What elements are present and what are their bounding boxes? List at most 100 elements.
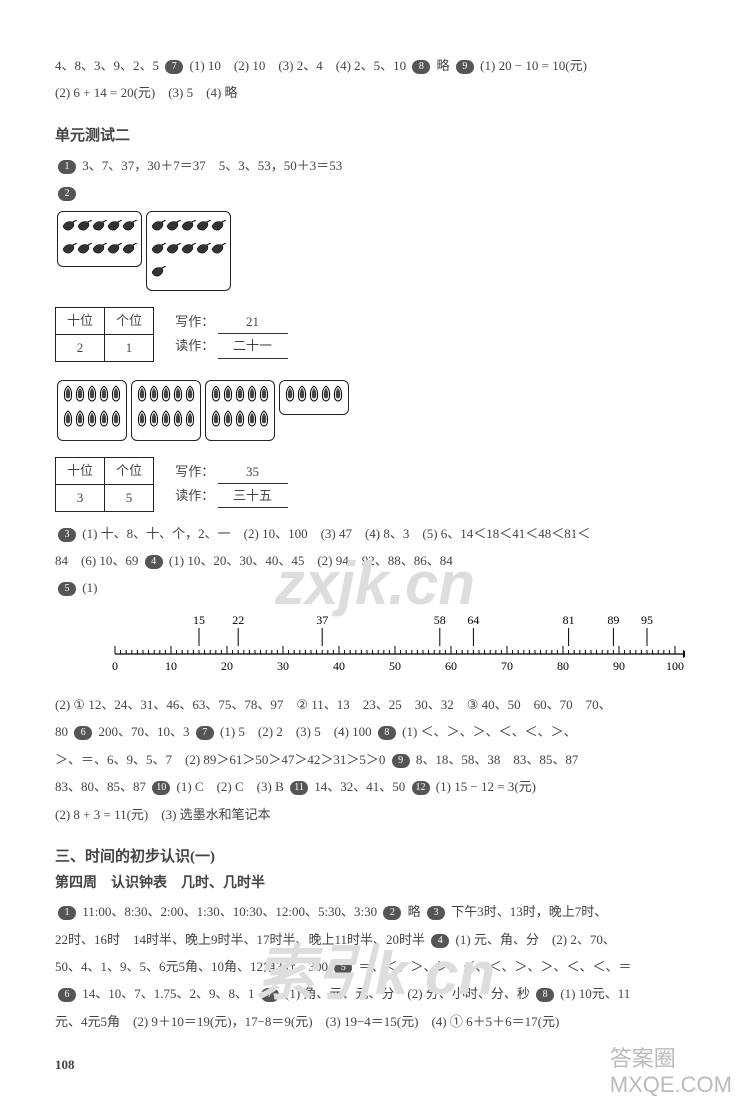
text: ＞、＝、6、9、5、7 (2) 89＞61＞50＞47＞42＞31＞5＞0 [55, 752, 385, 767]
pv-tens: 3 [56, 484, 105, 511]
bullet-6: 6 [58, 988, 76, 1002]
bullet-4: 4 [145, 555, 163, 569]
s3-row: 元、4元5角 (2) 9＋10＝19(元)，17−8＝9(元) (3) 19−4… [55, 1010, 710, 1033]
svg-text:60: 60 [445, 659, 457, 673]
text: 14、32、41、50 [314, 779, 405, 794]
week-4-subheading: 第四周 认识钟表 几时、几时半 [55, 871, 710, 896]
text: (1) [82, 580, 97, 595]
bullet-7: 7 [261, 988, 279, 1002]
svg-text:10: 10 [165, 659, 177, 673]
pv-tens-header: 十位 [56, 307, 105, 334]
svg-text:64: 64 [467, 613, 479, 627]
svg-text:50: 50 [389, 659, 401, 673]
write-label: 写作： [175, 314, 214, 329]
text: (1) 5 (2) 2 (3) 5 (4) 100 [220, 724, 372, 739]
text: 11:00、8:30、2:00、1:30、10:30、12:00、5:30、3:… [82, 904, 377, 919]
svg-text:58: 58 [434, 613, 446, 627]
svg-text:81: 81 [563, 613, 575, 627]
text: (1) 10元、11 [560, 986, 630, 1001]
unit-test-2-heading: 单元测试二 [55, 123, 710, 150]
place-value-table: 十位 个位 2 1 [55, 307, 154, 362]
bullet-10: 10 [152, 781, 170, 795]
bullet-3: 3 [58, 528, 76, 542]
write-value: 21 [218, 310, 288, 334]
read-value: 二十一 [218, 334, 288, 358]
bullet-8: 8 [536, 988, 554, 1002]
leaf-groups [55, 209, 233, 293]
pv-ones: 5 [105, 484, 154, 511]
s3-row: 6 14、10、7、1.75、2、9、8、1 7 (1) 角、元、元、分 (2)… [55, 982, 710, 1005]
u2-row: (2) 8 + 3 = 11(元) (3) 选墨水和笔记本 [55, 803, 710, 826]
read-label: 读作： [175, 338, 214, 353]
u2-q2: 2 [55, 181, 710, 204]
s3-row: 1 11:00、8:30、2:00、1:30、10:30、12:00、5:30、… [55, 900, 710, 923]
s3-row: 50、4、1、9、5、6元5角、10角、12角3分、300 5 ＝、＜、＞、＞、… [55, 955, 710, 978]
text: 200、70、10、3 [99, 724, 190, 739]
text: (1) 元、角、分 (2) 2、70、 [456, 932, 616, 947]
bullet-11: 11 [290, 781, 308, 795]
top-line-1: 4、8、3、9、2、5 7 (1) 10 (2) 10 (3) 2、4 (4) … [55, 54, 710, 77]
text: 22时、16时 14时半、晚上9时半、17时半、晚上11时半、20时半 [55, 932, 425, 947]
svg-text:95: 95 [641, 613, 653, 627]
text: (1) 10 (2) 10 (3) 2、4 (4) 2、5、10 [190, 58, 407, 73]
text: (1) 角、元、元、分 (2) 分、小时、分、秒 [285, 986, 530, 1001]
pv-tens: 2 [56, 334, 105, 361]
svg-text:30: 30 [277, 659, 289, 673]
svg-text:80: 80 [557, 659, 569, 673]
bullet-12: 12 [412, 781, 430, 795]
read-value: 三十五 [218, 484, 288, 508]
svg-text:89: 89 [607, 613, 619, 627]
text: 8、18、58、38 83、85、87 [416, 752, 579, 767]
answer-stamp: 答案圈 MXQE.COM [610, 1046, 732, 1099]
stamp-line-2: MXQE.COM [610, 1072, 732, 1097]
text: (1) 20 − 10 = 10(元) [480, 58, 587, 73]
u2-q5: 5 (1) [55, 576, 710, 599]
svg-text:22: 22 [232, 613, 244, 627]
u2-row: 83、80、85、87 10 (1) C (2) C (3) B 11 14、3… [55, 775, 710, 798]
text: (1) 十、8、十、个，2、一 (2) 10、100 (3) 47 (4) 8、… [82, 526, 590, 541]
bullet-7: 7 [196, 726, 214, 740]
text: 略 [437, 58, 450, 73]
read-label: 读作： [175, 488, 214, 503]
u2-row: ＞、＝、6、9、5、7 (2) 89＞61＞50＞47＞42＞31＞5＞0 9 … [55, 748, 710, 771]
bullet-5: 5 [334, 961, 352, 975]
bullet-5: 5 [58, 582, 76, 596]
text: 14、10、7、1.75、2、9、8、1 [82, 986, 254, 1001]
text: (1) C (2) C (3) B [177, 779, 284, 794]
bullet-7: 7 [165, 60, 183, 74]
svg-text:100: 100 [666, 659, 684, 673]
stamp-line-1: 答案圈 [610, 1046, 676, 1071]
leaf-groups [55, 378, 351, 443]
text: 3、7、37，30＋7＝37 5、3、53，50＋3＝53 [82, 158, 342, 173]
u2-q5-2: (2) ① 12、24、31、46、63、75、78、97 ② 11、13 23… [55, 693, 710, 716]
pv-row-1: 十位 个位 2 1 写作： 21 读作： 二十一 [55, 301, 710, 368]
number-line: 01020304050607080901001522375864818995 [85, 606, 710, 683]
leaf-diagram-2 [55, 378, 710, 443]
bullet-9: 9 [456, 60, 474, 74]
pv-ones-header: 个位 [105, 307, 154, 334]
text: 50、4、1、9、5、6元5角、10角、12角3分、300 [55, 959, 328, 974]
number-line-svg: 01020304050607080901001522375864818995 [85, 606, 685, 676]
bullet-4: 4 [431, 934, 449, 948]
pv-ones: 1 [105, 334, 154, 361]
u2-q1: 1 3、7、37，30＋7＝37 5、3、53，50＋3＝53 [55, 154, 710, 177]
text: 83、80、85、87 [55, 779, 146, 794]
s3-row: 22时、16时 14时半、晚上9时半、17时半、晚上11时半、20时半 4 (1… [55, 928, 710, 951]
svg-text:70: 70 [501, 659, 513, 673]
section-3-heading: 三、时间的初步认识(一) [55, 844, 710, 871]
svg-text:20: 20 [221, 659, 233, 673]
text: 下午3时、13时，晚上7时、 [451, 904, 607, 919]
leaf-diagram-1 [55, 209, 710, 293]
text: 80 [55, 724, 68, 739]
place-value-table: 十位 个位 3 5 [55, 457, 154, 512]
top-line-2: (2) 6 + 14 = 20(元) (3) 5 (4) 略 [55, 81, 710, 104]
svg-text:37: 37 [316, 613, 328, 627]
text: 4、8、3、9、2、5 [55, 58, 159, 73]
text: (1) ＜、＞、＞、＜、＜、＞、 [402, 724, 576, 739]
u2-q3: 3 (1) 十、8、十、个，2、一 (2) 10、100 (3) 47 (4) … [55, 522, 710, 545]
write-value: 35 [218, 460, 288, 484]
bullet-1: 1 [58, 160, 76, 174]
bullet-2: 2 [58, 187, 76, 201]
u2-q3b: 84 (6) 10、69 4 (1) 10、20、30、40、45 (2) 94… [55, 549, 710, 572]
text: 略 [408, 904, 421, 919]
